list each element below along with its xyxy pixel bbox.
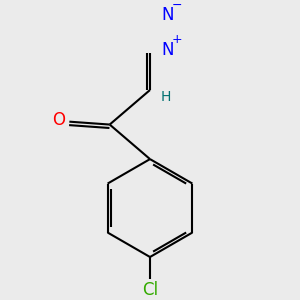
Text: O: O — [52, 111, 65, 129]
Text: N: N — [161, 41, 174, 59]
Text: Cl: Cl — [142, 281, 158, 299]
Text: −: − — [172, 0, 183, 12]
Text: +: + — [172, 33, 183, 46]
Text: H: H — [160, 90, 171, 104]
Text: N: N — [161, 6, 174, 24]
